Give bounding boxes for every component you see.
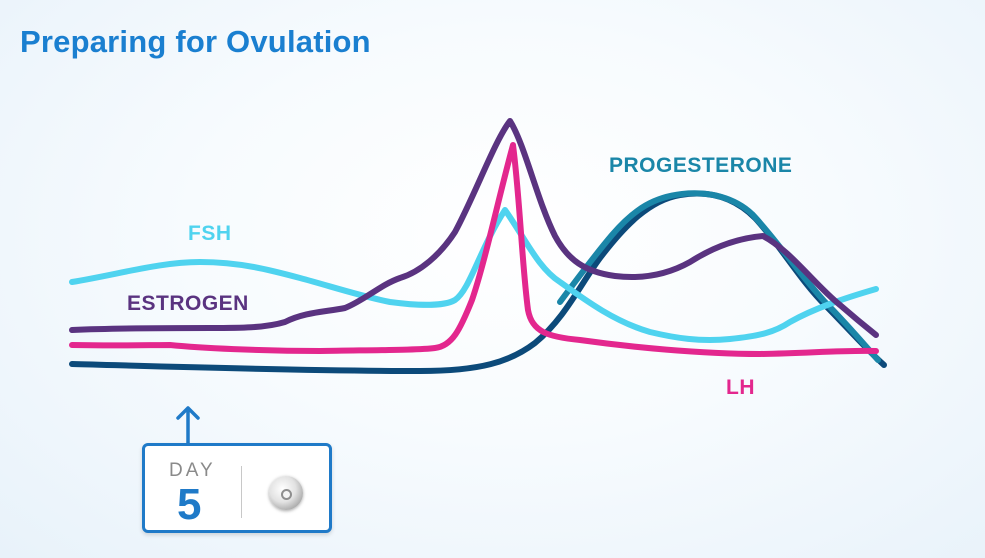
divider xyxy=(241,466,242,518)
fsh-curve xyxy=(69,207,879,343)
follicle-icon xyxy=(269,476,303,510)
lh-label: LH xyxy=(726,376,755,399)
arrow-up-icon xyxy=(176,406,200,446)
day-label: DAY xyxy=(169,460,216,481)
day-indicator: DAY 5 xyxy=(142,443,332,533)
estrogen-curve xyxy=(69,118,879,338)
fsh-label: FSH xyxy=(188,222,232,245)
progesterone-label: PROGESTERONE xyxy=(609,154,793,177)
lh-curve xyxy=(69,142,879,357)
day-number: 5 xyxy=(177,480,202,529)
estrogen-label: ESTROGEN xyxy=(127,292,249,315)
page-title: Preparing for Ovulation xyxy=(20,24,371,59)
